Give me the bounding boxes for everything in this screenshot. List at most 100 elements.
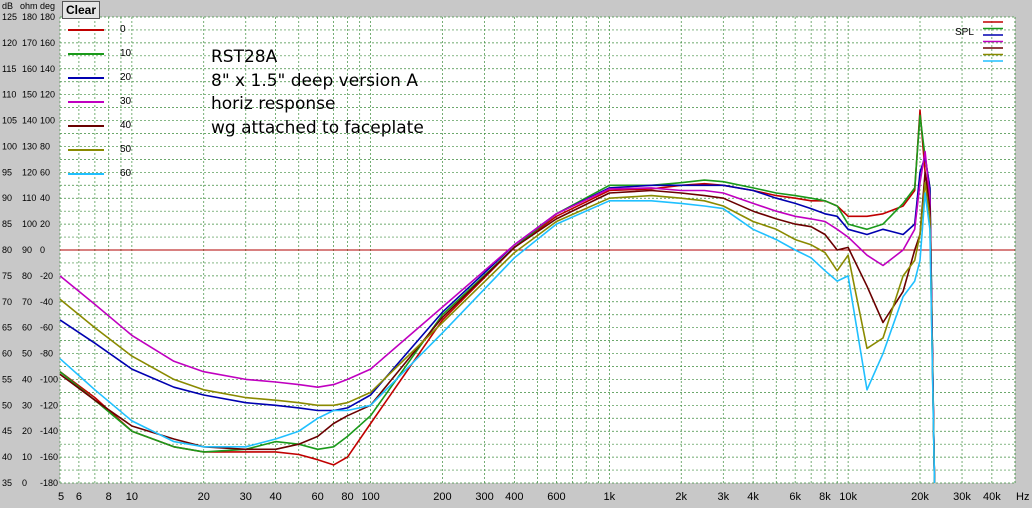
y-tick-label-ohm: 170 — [22, 38, 37, 48]
y-tick-label-deg: -140 — [40, 426, 58, 436]
y-tick-label-db: 60 — [2, 349, 12, 359]
legend-label-50: 50 — [120, 144, 132, 155]
y-tick-label-deg: -120 — [40, 400, 58, 410]
clear-button[interactable]: Clear — [62, 1, 100, 19]
x-tick-label: 200 — [433, 491, 451, 503]
x-tick-label: 6 — [76, 491, 82, 503]
y-tick-label-db: 85 — [2, 219, 12, 229]
series-line-60 — [59, 192, 936, 484]
y-tick-label-ohm: 150 — [22, 90, 37, 100]
y-tick-label-ohm: 50 — [22, 349, 32, 359]
x-tick-label: 5 — [58, 491, 64, 503]
y-tick-label-ohm: 20 — [22, 426, 32, 436]
y-tick-label-deg: 120 — [40, 90, 55, 100]
y-tick-label-deg: 0 — [40, 245, 45, 255]
x-tick-label: 80 — [341, 491, 353, 503]
y-tick-label-ohm: 40 — [22, 374, 32, 384]
y-tick-label-db: 45 — [2, 426, 12, 436]
y-tick-label-ohm: 160 — [22, 64, 37, 74]
y-tick-label-deg: -80 — [40, 349, 53, 359]
y-tick-label-db: 35 — [2, 478, 12, 488]
y-tick-label-ohm: 120 — [22, 167, 37, 177]
y-tick-label-ohm: 70 — [22, 297, 32, 307]
y-tick-label-db: 125 — [2, 12, 17, 22]
x-tick-label: 300 — [475, 491, 493, 503]
legend-label-30: 30 — [120, 96, 132, 107]
y-tick-label-db: 75 — [2, 271, 12, 281]
legend-label-0: 0 — [120, 24, 126, 35]
x-tick-label: 10k — [839, 491, 857, 503]
x-tick-label: 100 — [361, 491, 379, 503]
y-tick-label-ohm: 100 — [22, 219, 37, 229]
y-tick-label-deg: -20 — [40, 271, 53, 281]
y-tick-label-ohm: 180 — [22, 12, 37, 22]
y-tick-label-ohm: 90 — [22, 245, 32, 255]
x-tick-label: Hz — [1016, 491, 1029, 503]
series-line-30 — [59, 150, 936, 484]
x-tick-label: 6k — [789, 491, 801, 503]
x-tick-label: 10 — [126, 491, 138, 503]
annotation-line-3: horiz response — [211, 94, 336, 114]
y-tick-label-db: 95 — [2, 167, 12, 177]
y-tick-label-ohm: 140 — [22, 116, 37, 126]
series-line-50 — [59, 181, 936, 484]
y-tick-label-deg: 40 — [40, 193, 50, 203]
y-tick-label-ohm: 10 — [22, 452, 32, 462]
y-tick-label-deg: 160 — [40, 38, 55, 48]
y-tick-label-db: 100 — [2, 141, 17, 151]
x-tick-label: 20k — [911, 491, 929, 503]
y-tick-label-deg: 60 — [40, 167, 50, 177]
y-tick-label-db: 115 — [2, 64, 16, 74]
y-tick-label-db: 120 — [2, 38, 17, 48]
annotation-line-1: RST28A — [211, 47, 278, 67]
x-tick-label: 40k — [983, 491, 1001, 503]
y-tick-label-ohm: 30 — [22, 400, 32, 410]
x-tick-label: 30k — [953, 491, 971, 503]
y-tick-label-db: 105 — [2, 116, 17, 126]
y-tick-label-deg: -160 — [40, 452, 58, 462]
x-tick-label: 2k — [675, 491, 687, 503]
y-tick-label-deg: 100 — [40, 116, 55, 126]
x-tick-label: 40 — [269, 491, 281, 503]
x-tick-label: 4k — [747, 491, 759, 503]
y-tick-label-ohm: 0 — [22, 478, 27, 488]
y-tick-label-db: 80 — [2, 245, 12, 255]
y-tick-label-ohm: 80 — [22, 271, 32, 281]
legend-label-20: 20 — [120, 72, 132, 83]
y-tick-label-deg: 20 — [40, 219, 50, 229]
series-line-40 — [59, 171, 936, 484]
spl-legend: SPL — [955, 21, 1003, 62]
deg-axis-header: deg — [40, 1, 55, 11]
y-tick-label-deg: -40 — [40, 297, 53, 307]
chart-annotation: RST28A 8" x 1.5" deep version A horiz re… — [211, 46, 424, 140]
y-tick-label-deg: 180 — [40, 12, 55, 22]
legend: 0 10 20 30 40 50 60 — [68, 24, 132, 179]
y-tick-label-deg: -60 — [40, 323, 53, 333]
x-tick-label: 8 — [106, 491, 112, 503]
x-tick-label: 600 — [547, 491, 565, 503]
y-tick-label-db: 65 — [2, 323, 12, 333]
y-tick-label-deg: -180 — [40, 478, 58, 488]
y-tick-label-deg: -100 — [40, 374, 58, 384]
db-axis-header: dB — [2, 1, 13, 11]
x-tick-label: 1k — [604, 491, 616, 503]
y-tick-label-db: 50 — [2, 400, 12, 410]
series-line-20 — [59, 156, 936, 484]
x-tick-label: 8k — [819, 491, 831, 503]
x-tick-label: 30 — [240, 491, 252, 503]
y-tick-label-deg: 140 — [40, 64, 55, 74]
legend-label-10: 10 — [120, 48, 132, 59]
annotation-line-4: wg attached to faceplate — [211, 117, 424, 138]
x-tick-label: 20 — [198, 491, 210, 503]
y-tick-label-db: 70 — [2, 297, 12, 307]
y-tick-label-ohm: 130 — [22, 141, 37, 151]
y-tick-label-deg: 80 — [40, 141, 50, 151]
ohm-axis-header: ohm — [20, 1, 38, 11]
x-tick-label: 400 — [505, 491, 523, 503]
annotation-line-2: 8" x 1.5" deep version A — [211, 70, 418, 91]
spl-legend-label: SPL — [955, 27, 974, 38]
y-tick-label-ohm: 110 — [22, 193, 36, 203]
x-tick-label: 60 — [312, 491, 324, 503]
y-tick-label-db: 110 — [2, 90, 16, 100]
